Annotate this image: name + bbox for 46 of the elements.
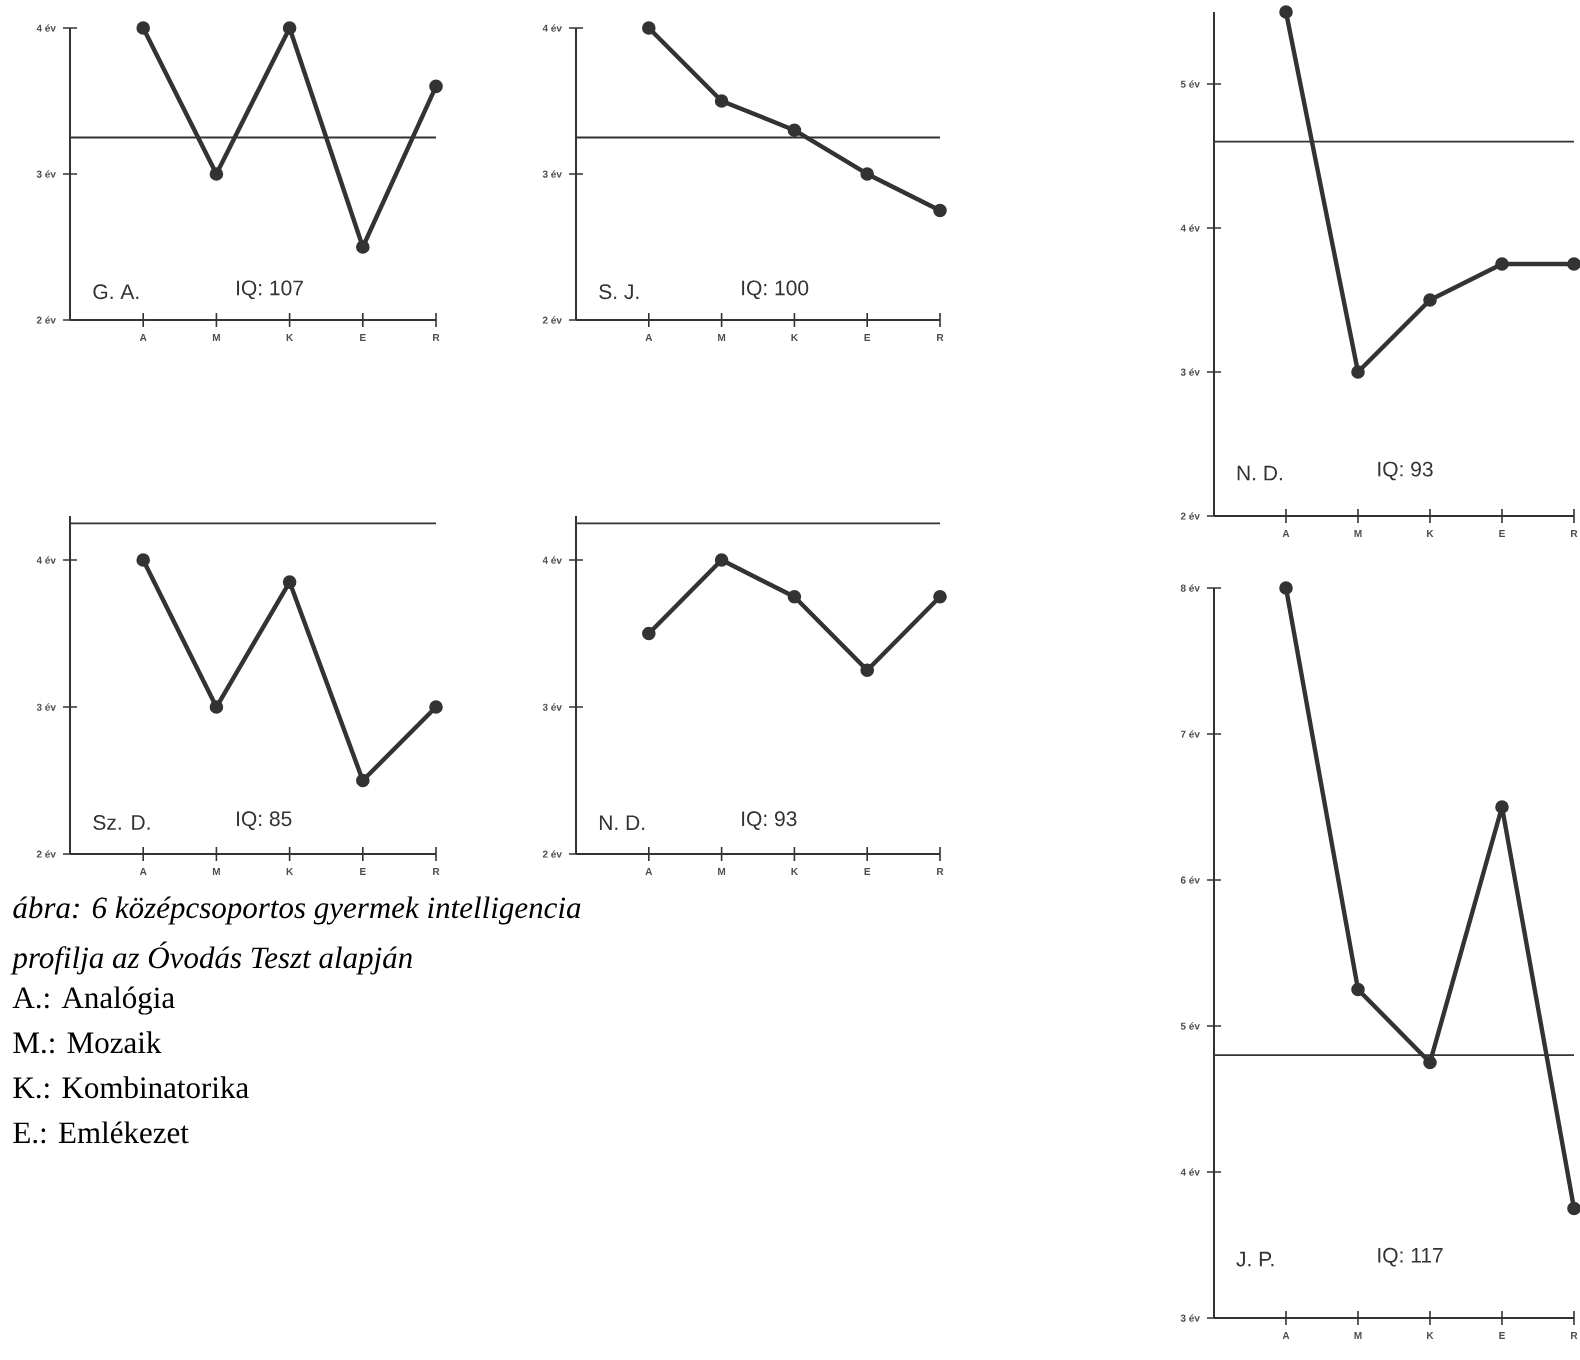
point [1279,581,1293,595]
annotation: IQ: 117 [1378,1247,1443,1267]
text: M.: Mozaik [13,1031,162,1054]
annotation: IQ: 100 [742,280,809,300]
text: ábra: 6 középcsoportos gyermek intelligencia [13,896,581,925]
point [429,79,443,94]
annotation: IQ: 93 [742,811,797,830]
text: profilja az Óvodás Teszt alapján [10,941,412,975]
point [282,21,297,35]
point [1279,5,1293,19]
text: A.: Analógia [12,986,175,1015]
point [933,590,947,604]
point [209,167,224,181]
annotation: J. P. [1236,1251,1274,1267]
point [714,94,729,108]
point [136,21,151,35]
annotation: N. D. [599,815,645,830]
annotation: S. J. [599,284,639,300]
point [642,21,656,35]
point [1423,293,1437,307]
point [1495,257,1509,271]
point [282,575,297,589]
point [209,700,224,714]
point [429,700,443,714]
point [356,240,370,254]
annotation: G. A. [93,284,139,300]
annotation: Sz. D. [93,815,150,830]
point [1351,982,1365,997]
annotation: N. D. [1237,465,1282,481]
point [642,626,656,641]
point [787,590,802,604]
text: E.: Emlékezet [13,1121,189,1144]
point [1495,800,1509,814]
point [356,773,370,788]
point [787,123,802,137]
annotation: IQ: 85 [237,811,292,830]
point [1351,365,1365,379]
point [860,167,875,181]
point [933,203,947,218]
point [860,663,875,678]
text: K.: Kombinatorika [13,1076,249,1099]
annotation: IQ: 107 [237,280,303,300]
annotation: IQ: 93 [1378,461,1433,481]
point [136,553,151,567]
point [1423,1055,1437,1070]
point [714,553,729,567]
